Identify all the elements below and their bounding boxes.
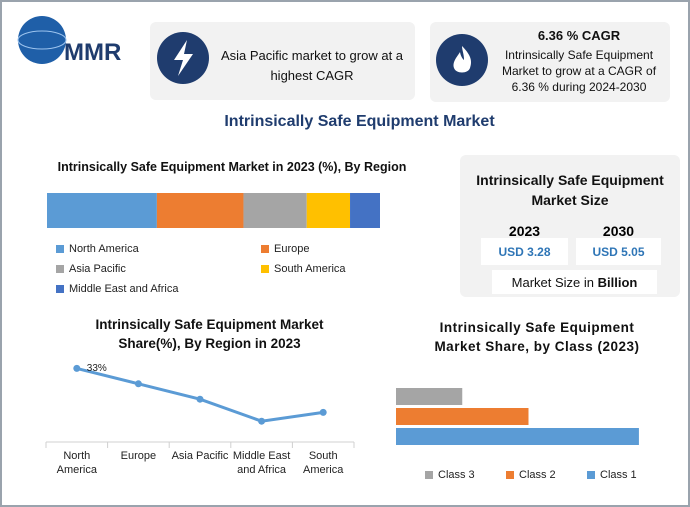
legend-swatch: [56, 265, 64, 273]
point: [319, 408, 327, 416]
card-text: Intrinsically Safe Equipment Market to g…: [501, 48, 657, 94]
x-tick-label: Middle East and Africa: [232, 450, 291, 476]
bar: [396, 388, 463, 405]
logo-globe-ring: [17, 30, 67, 50]
value-box: [481, 238, 568, 265]
flame-icon: [453, 46, 472, 73]
legend-swatch: [587, 471, 595, 479]
note-unit: Billion: [597, 275, 638, 290]
legend-label: Class 3: [438, 469, 475, 481]
x-tick-label: Asia Pacific: [171, 450, 229, 462]
legend-label: Class 2: [519, 469, 556, 481]
legend-label: Asia Pacific: [69, 263, 126, 275]
point: [258, 417, 266, 425]
x-tick-label: North America: [56, 450, 97, 476]
size-value: USD 5.05: [592, 245, 645, 259]
line: [76, 366, 324, 423]
x-tick-label: South America: [303, 450, 344, 476]
point: [73, 364, 81, 372]
logo-text: MMR: [64, 39, 121, 66]
point: [196, 395, 204, 403]
bar-segment: [306, 193, 351, 228]
year: 2030: [602, 223, 635, 239]
legend-label: Class 1: [600, 469, 637, 481]
legend-swatch: [425, 471, 433, 479]
year: 2023: [508, 223, 541, 239]
main-title: Intrinsically Safe Equipment Market: [224, 113, 495, 130]
note-text: Market Size in: [511, 275, 595, 290]
legend-label: North America: [69, 243, 140, 255]
legend-swatch: [261, 245, 269, 253]
card-text: Asia Pacific market to grow at a highest…: [220, 48, 404, 83]
value-box: [576, 238, 661, 265]
bar-segment: [243, 193, 307, 228]
legend-label: Europe: [274, 243, 309, 255]
size-note: Market Size in Billion: [492, 275, 657, 290]
card-title: 6.36 % CAGR: [537, 28, 621, 43]
bolt-icon: [174, 40, 193, 76]
legend-swatch: [261, 265, 269, 273]
legend-label: South America: [274, 263, 346, 275]
legend-swatch: [56, 285, 64, 293]
size-title: Intrinsically Safe Equipment Market Size: [476, 172, 664, 208]
note-box: [492, 270, 657, 294]
chart-title: Intrinsically Safe Equipment Market in 2…: [57, 160, 407, 174]
bar-segment: [350, 193, 380, 228]
bar-segment: [156, 193, 244, 228]
size-value: USD 3.28: [498, 245, 551, 259]
card-bg: [430, 22, 670, 102]
card-bg: [150, 22, 415, 100]
x-tick-label: Europe: [120, 450, 157, 462]
legend-swatch: [56, 245, 64, 253]
legend-label: Middle East and Africa: [69, 283, 179, 295]
point: [134, 380, 142, 388]
bar-segment: [47, 193, 157, 228]
bar: [396, 428, 639, 445]
legend-swatch: [506, 471, 514, 479]
value-label: 33%: [87, 363, 107, 374]
chart-title: Intrinsically Safe Equipment Market Shar…: [434, 320, 640, 354]
bar: [396, 408, 529, 425]
chart-title: Intrinsically Safe Equipment Market Shar…: [95, 317, 324, 351]
logo-globe: [18, 16, 66, 64]
